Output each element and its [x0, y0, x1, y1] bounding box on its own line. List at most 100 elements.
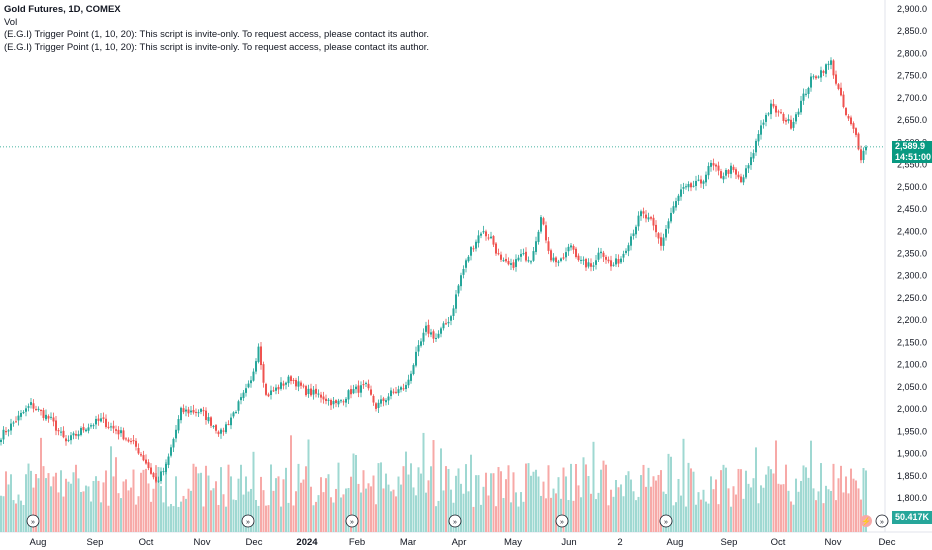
candle-body	[410, 373, 412, 381]
candle-body	[857, 133, 860, 150]
candle-body	[850, 117, 852, 125]
candle-body	[62, 430, 65, 438]
x-tick-label: 2024	[296, 537, 318, 548]
candle-body	[237, 401, 240, 411]
volume-bar	[857, 488, 860, 532]
candle-body	[400, 387, 402, 390]
candle-body	[375, 403, 377, 409]
candle-body	[625, 250, 627, 253]
last-price-value: 2,589.9	[895, 140, 926, 151]
candle-body	[430, 332, 432, 335]
volume-bar	[347, 488, 350, 532]
volume-bar	[337, 462, 340, 532]
volume-bar	[427, 480, 430, 532]
event-arrow-glyph: »	[31, 519, 35, 526]
y-tick-label: 2,750.0	[897, 71, 927, 81]
volume-bar	[835, 500, 837, 532]
candle-body	[12, 422, 15, 424]
volume-bar	[840, 465, 842, 532]
candle-body	[92, 425, 95, 427]
volume-bar	[635, 500, 637, 532]
candle-body	[115, 429, 117, 431]
candle-body	[615, 258, 617, 265]
volume-bar	[607, 505, 610, 532]
y-tick-label: 2,350.0	[897, 249, 927, 259]
volume-bar	[52, 476, 55, 532]
candle-body	[220, 429, 222, 434]
bar-countdown: 14:51:00	[895, 151, 932, 162]
volume-bar	[810, 440, 812, 532]
candle-body	[545, 225, 547, 241]
volume-bar	[92, 480, 95, 532]
volume-bar	[542, 481, 545, 532]
candle-body	[277, 386, 280, 390]
candle-body	[710, 162, 712, 167]
volume-bar	[102, 482, 105, 532]
candle-body	[665, 229, 667, 238]
candle-body	[445, 323, 447, 325]
volume-bar	[47, 473, 50, 532]
candle-body	[315, 388, 317, 394]
candle-body	[147, 462, 150, 469]
volume-bar	[795, 478, 797, 532]
candle-body	[525, 251, 527, 261]
volume-bar	[515, 492, 517, 532]
candle-body	[677, 195, 680, 202]
volume-bar	[855, 480, 857, 532]
volume-bar	[412, 487, 415, 532]
candle-body	[535, 241, 537, 252]
candle-body	[497, 253, 500, 255]
volume-bar	[467, 491, 470, 532]
candle-body	[820, 70, 822, 78]
volume-bar	[40, 437, 42, 532]
candle-body	[760, 125, 762, 135]
volume-bar	[415, 495, 417, 532]
candle-body	[90, 425, 92, 427]
volume-indicator-label[interactable]: Vol	[4, 16, 18, 28]
dividend-event-icon	[659, 514, 673, 528]
volume-bar	[590, 493, 592, 532]
candle-body	[187, 409, 190, 414]
candle-body	[637, 215, 640, 227]
candle-body	[427, 324, 430, 334]
volume-bar	[837, 478, 840, 532]
candle-body	[807, 87, 810, 94]
candle-body	[732, 166, 735, 170]
indicator-line-1[interactable]: (E.G.I) Trigger Point (1, 10, 20): This …	[4, 29, 430, 40]
candle-body	[310, 388, 312, 396]
volume-bar	[755, 447, 757, 532]
volume-bar	[695, 504, 697, 532]
volume-bar	[567, 500, 570, 532]
candle-body	[25, 408, 27, 412]
candle-body	[787, 118, 790, 122]
volume-bar	[647, 467, 650, 532]
volume-bar	[115, 457, 117, 532]
candle-body	[422, 332, 425, 342]
symbol-title[interactable]: Gold Futures, 1D, COMEX	[4, 4, 121, 15]
volume-bar	[342, 494, 345, 532]
candle-body	[450, 316, 452, 321]
volume-bar	[372, 475, 375, 532]
volume-bar	[815, 500, 817, 532]
candle-body	[815, 76, 817, 79]
volume-bar	[272, 490, 275, 532]
candle-body	[492, 236, 495, 245]
candle-body	[667, 221, 670, 229]
candle-body	[630, 236, 632, 246]
indicator-line-2[interactable]: (E.G.I) Trigger Point (1, 10, 20): This …	[4, 41, 430, 53]
volume-bar	[700, 499, 702, 532]
candle-body	[840, 87, 842, 96]
candle-body	[827, 63, 830, 65]
candle-body	[170, 447, 172, 456]
volume-bar	[365, 488, 367, 532]
volume-bar	[697, 492, 700, 532]
volume-bar	[182, 495, 185, 532]
candle-body	[145, 459, 147, 464]
volume-bar	[190, 490, 192, 532]
volume-bar	[805, 467, 807, 532]
volume-bar	[705, 501, 707, 532]
candle-body	[137, 448, 140, 454]
volume-bar	[492, 473, 495, 532]
